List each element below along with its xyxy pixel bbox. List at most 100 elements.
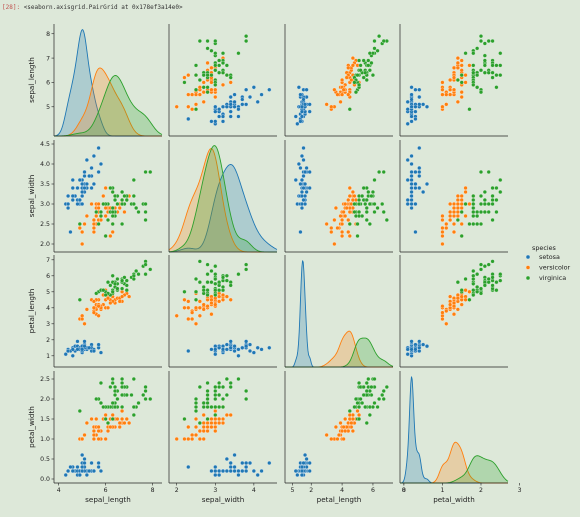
point-setosa	[409, 169, 414, 175]
point-virginica	[120, 221, 125, 227]
point-virginica	[377, 169, 382, 175]
point-virginica	[381, 396, 386, 402]
point-setosa	[409, 97, 414, 102]
point-setosa	[299, 201, 305, 207]
point-setosa	[247, 460, 253, 466]
kde-fill-virginica	[169, 145, 277, 252]
point-setosa	[96, 145, 101, 151]
x-axis-label: sepal_length	[85, 495, 131, 504]
point-setosa	[409, 114, 414, 119]
point-versicolor	[103, 412, 108, 418]
point-versicolor	[459, 294, 464, 299]
point-versicolor	[96, 428, 101, 434]
point-virginica	[124, 197, 129, 203]
point-virginica	[120, 392, 125, 398]
point-setosa	[213, 468, 218, 474]
point-virginica	[352, 209, 357, 215]
point-virginica	[352, 201, 357, 207]
point-setosa	[244, 344, 249, 349]
point-virginica	[372, 46, 377, 51]
point-virginica	[209, 48, 214, 53]
point-versicolor	[213, 424, 218, 430]
point-versicolor	[444, 92, 449, 97]
point-virginica	[224, 376, 229, 382]
point-setosa	[228, 339, 233, 344]
kde-line-virginica	[53, 75, 163, 137]
point-versicolor	[444, 102, 449, 107]
point-virginica	[482, 41, 487, 46]
point-virginica	[131, 412, 136, 418]
point-virginica	[475, 289, 480, 294]
point-virginica	[363, 404, 368, 410]
point-virginica	[197, 259, 202, 264]
kde-fill-setosa	[169, 164, 277, 252]
point-versicolor	[463, 297, 468, 302]
point-versicolor	[451, 229, 457, 235]
point-virginica	[201, 400, 206, 406]
point-setosa	[63, 352, 68, 357]
point-virginica	[463, 201, 468, 207]
point-virginica	[120, 404, 125, 410]
point-setosa	[228, 114, 233, 119]
point-virginica	[478, 209, 484, 215]
point-setosa	[301, 460, 306, 466]
kde-panel-petal_length	[285, 260, 394, 368]
point-setosa	[75, 339, 80, 344]
point-setosa	[236, 468, 241, 474]
point-versicolor	[117, 205, 122, 211]
point-virginica	[205, 38, 210, 44]
point-setosa	[209, 347, 214, 352]
point-setosa	[409, 104, 414, 109]
y-tick-label: 1.5	[40, 416, 50, 423]
point-virginica	[358, 63, 363, 68]
point-virginica	[467, 221, 472, 227]
point-setosa	[96, 169, 101, 175]
point-setosa	[82, 173, 87, 179]
point-versicolor	[80, 241, 85, 247]
point-setosa	[80, 468, 85, 474]
point-virginica	[486, 209, 491, 215]
point-versicolor	[209, 300, 214, 306]
point-setosa	[405, 352, 410, 357]
point-versicolor	[329, 104, 334, 109]
point-setosa	[251, 85, 256, 90]
point-virginica	[110, 209, 115, 215]
point-virginica	[103, 292, 108, 298]
point-setosa	[186, 348, 191, 354]
point-setosa	[303, 181, 308, 187]
point-versicolor	[91, 428, 96, 434]
point-versicolor	[201, 412, 206, 418]
point-setosa	[236, 472, 241, 478]
point-versicolor	[105, 428, 111, 434]
point-versicolor	[350, 56, 355, 61]
point-virginica	[459, 288, 464, 293]
kde-fill-setosa	[54, 29, 162, 137]
point-virginica	[201, 85, 206, 90]
point-setosa	[303, 452, 308, 458]
point-setosa	[417, 173, 422, 179]
point-versicolor	[124, 416, 129, 422]
point-versicolor	[213, 428, 218, 434]
point-virginica	[471, 213, 476, 219]
point-setosa	[303, 102, 308, 107]
point-setosa	[413, 104, 418, 109]
point-versicolor	[455, 56, 460, 61]
point-virginica	[112, 193, 118, 199]
legend-label-versicolor: versicolor	[539, 264, 571, 272]
point-virginica	[384, 384, 389, 390]
point-virginica	[471, 221, 476, 227]
point-versicolor	[459, 94, 464, 100]
point-virginica	[367, 51, 372, 56]
point-versicolor	[344, 205, 349, 211]
point-virginica	[364, 380, 369, 386]
point-virginica	[205, 388, 210, 394]
point-versicolor	[213, 94, 218, 100]
point-setosa	[424, 344, 430, 349]
point-virginica	[124, 278, 129, 283]
point-setosa	[409, 181, 414, 187]
x-tick-label: 2	[309, 487, 313, 494]
point-virginica	[124, 288, 129, 293]
point-versicolor	[335, 92, 340, 97]
point-setosa	[405, 107, 410, 112]
point-setosa	[186, 116, 191, 122]
